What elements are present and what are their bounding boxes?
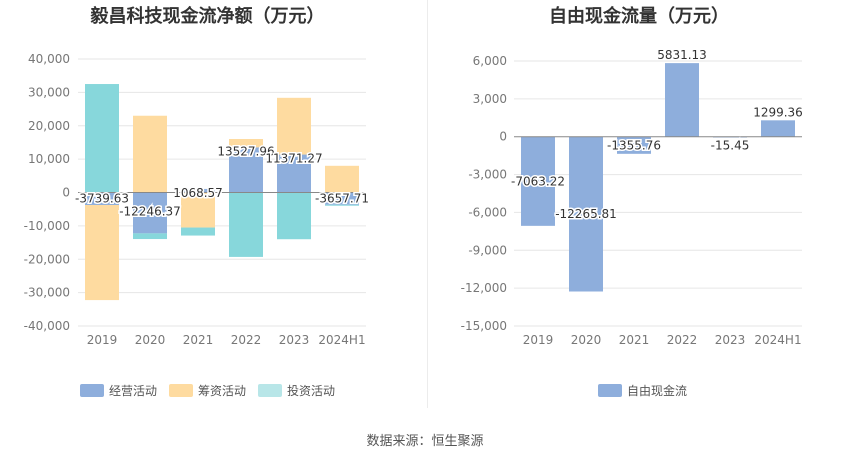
chart-title-free-cash-flow: 自由现金流量（万元） [549,6,729,27]
bar-financing [85,204,119,301]
data-label: 13527.96 [217,144,274,158]
legend-label-free-cash-flow: 自由现金流 [627,384,688,398]
y-tick-label: -10,000 [24,219,70,233]
legend-free-cash-flow: 自由现金流 [598,382,687,399]
bar-financing [133,115,167,193]
bar-investing [325,204,359,206]
bar-investing [133,233,167,240]
bar-operating [277,154,311,193]
chart-divider [427,0,428,408]
data-source-note: 数据来源：恒生聚源 [366,434,484,449]
legend-item-operating[interactable]: 经营活动 [80,382,157,399]
legend-label-operating: 经营活动 [109,384,158,398]
data-label: -3739.63 [75,192,129,206]
legend-item-free-cash-flow[interactable]: 自由现金流 [598,382,687,399]
bar-investing [277,192,311,240]
bar-free-cash-flow [569,136,603,292]
x-tick-label: 2024H1 [754,333,801,347]
y-tick-label: 10,000 [28,152,70,166]
y-tick-label: -6,000 [468,205,507,219]
y-tick-label: -12,000 [461,281,507,295]
y-tick-label: 0 [499,130,507,144]
x-tick-label: 2023 [715,333,746,347]
data-label: -12265.81 [555,207,617,221]
y-tick-label: 20,000 [28,119,70,133]
bar-operating [181,188,215,193]
legend-swatch-operating [80,384,104,397]
legend-cash-flow: 经营活动 筹资活动 投资活动 [80,382,335,399]
bar-financing [277,97,311,155]
data-label: -1355.76 [607,139,661,153]
bar-operating [325,192,359,205]
legend-label-financing: 筹资活动 [198,384,247,398]
y-tick-label: -40,000 [24,319,70,333]
bar-investing [181,227,215,236]
bar-free-cash-flow [617,136,651,154]
legend-swatch-investing [258,384,283,397]
y-tick-label: -15,000 [461,319,507,333]
bar-operating [85,192,119,205]
data-label: 11371.27 [265,152,322,166]
data-label: -7063.22 [511,174,565,188]
x-tick-label: 2019 [523,333,554,347]
bar-financing [229,139,263,148]
bar-free-cash-flow [521,136,555,226]
y-tick-label: 3,000 [473,92,507,106]
bar-operating [229,147,263,193]
legend-item-investing[interactable]: 投资活动 [258,382,335,399]
bar-investing [229,192,263,257]
y-tick-label: -20,000 [24,252,70,266]
bar-free-cash-flow [665,63,699,137]
data-label: 5831.13 [657,48,707,62]
y-tick-label: 6,000 [473,54,507,68]
y-tick-label: -9,000 [468,243,507,257]
legend-swatch-free-cash-flow [598,384,622,397]
y-tick-label: 40,000 [28,52,70,66]
bar-financing [181,192,215,228]
chart-title-cash-flow: 毅昌科技现金流净额（万元） [90,6,325,27]
x-tick-label: 2022 [667,333,698,347]
x-tick-label: 2020 [135,333,166,347]
y-tick-label: 30,000 [28,85,70,99]
x-tick-label: 2019 [87,333,118,347]
bar-free-cash-flow [761,120,795,137]
x-tick-label: 2023 [279,333,310,347]
bar-operating [133,192,167,234]
legend-swatch-financing [169,384,194,397]
data-label: 1299.36 [753,105,803,119]
x-tick-label: 2020 [571,333,602,347]
data-label: -15.45 [711,139,750,153]
x-tick-label: 2021 [183,333,214,347]
bar-financing [325,165,359,193]
x-tick-label: 2022 [231,333,262,347]
data-label: 1068.57 [173,186,223,200]
y-tick-label: 0 [62,186,70,200]
y-tick-label: -3,000 [468,168,507,182]
bar-investing [85,84,119,193]
data-label: -12246.37 [119,205,181,219]
legend-item-financing[interactable]: 筹资活动 [169,382,246,399]
x-tick-label: 2024H1 [318,333,365,347]
y-tick-label: -30,000 [24,286,70,300]
x-tick-label: 2021 [619,333,650,347]
legend-label-investing: 投资活动 [287,384,336,398]
data-label: -3657.71 [315,192,369,206]
